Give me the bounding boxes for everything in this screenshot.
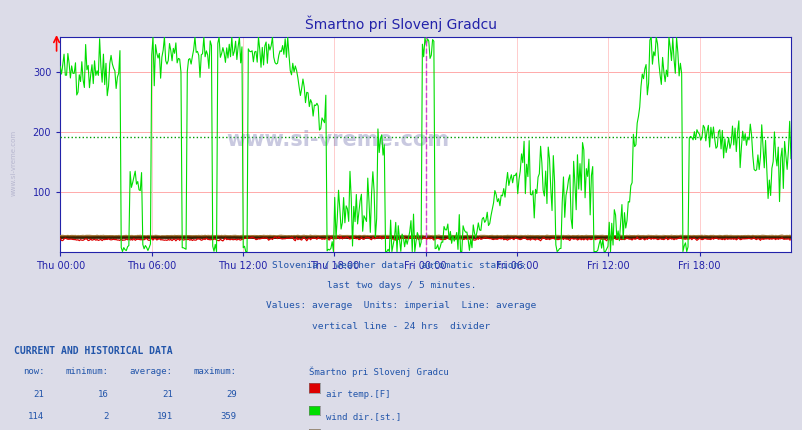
Text: wind dir.[st.]: wind dir.[st.] xyxy=(326,412,401,421)
Text: Šmartno pri Slovenj Gradcu: Šmartno pri Slovenj Gradcu xyxy=(309,367,448,377)
Text: last two days / 5 minutes.: last two days / 5 minutes. xyxy=(326,281,476,290)
Text: www.si-vreme.com: www.si-vreme.com xyxy=(10,130,16,197)
Text: Values: average  Units: imperial  Line: average: Values: average Units: imperial Line: av… xyxy=(266,301,536,310)
Text: 16: 16 xyxy=(98,390,108,399)
Text: Slovenia / weather data - automatic stations.: Slovenia / weather data - automatic stat… xyxy=(272,260,530,269)
Text: 191: 191 xyxy=(156,412,172,421)
Text: 2: 2 xyxy=(103,412,108,421)
Text: www.si-vreme.com: www.si-vreme.com xyxy=(226,130,449,150)
Text: air temp.[F]: air temp.[F] xyxy=(326,390,390,399)
Text: 114: 114 xyxy=(28,412,44,421)
Text: CURRENT AND HISTORICAL DATA: CURRENT AND HISTORICAL DATA xyxy=(14,346,173,356)
Text: average:: average: xyxy=(129,367,172,376)
Text: minimum:: minimum: xyxy=(65,367,108,376)
Text: 21: 21 xyxy=(34,390,44,399)
Text: now:: now: xyxy=(22,367,44,376)
Text: maximum:: maximum: xyxy=(193,367,237,376)
Text: 359: 359 xyxy=(221,412,237,421)
Text: 29: 29 xyxy=(226,390,237,399)
Text: Šmartno pri Slovenj Gradcu: Šmartno pri Slovenj Gradcu xyxy=(305,15,497,31)
Text: 21: 21 xyxy=(162,390,172,399)
Text: vertical line - 24 hrs  divider: vertical line - 24 hrs divider xyxy=(312,322,490,331)
